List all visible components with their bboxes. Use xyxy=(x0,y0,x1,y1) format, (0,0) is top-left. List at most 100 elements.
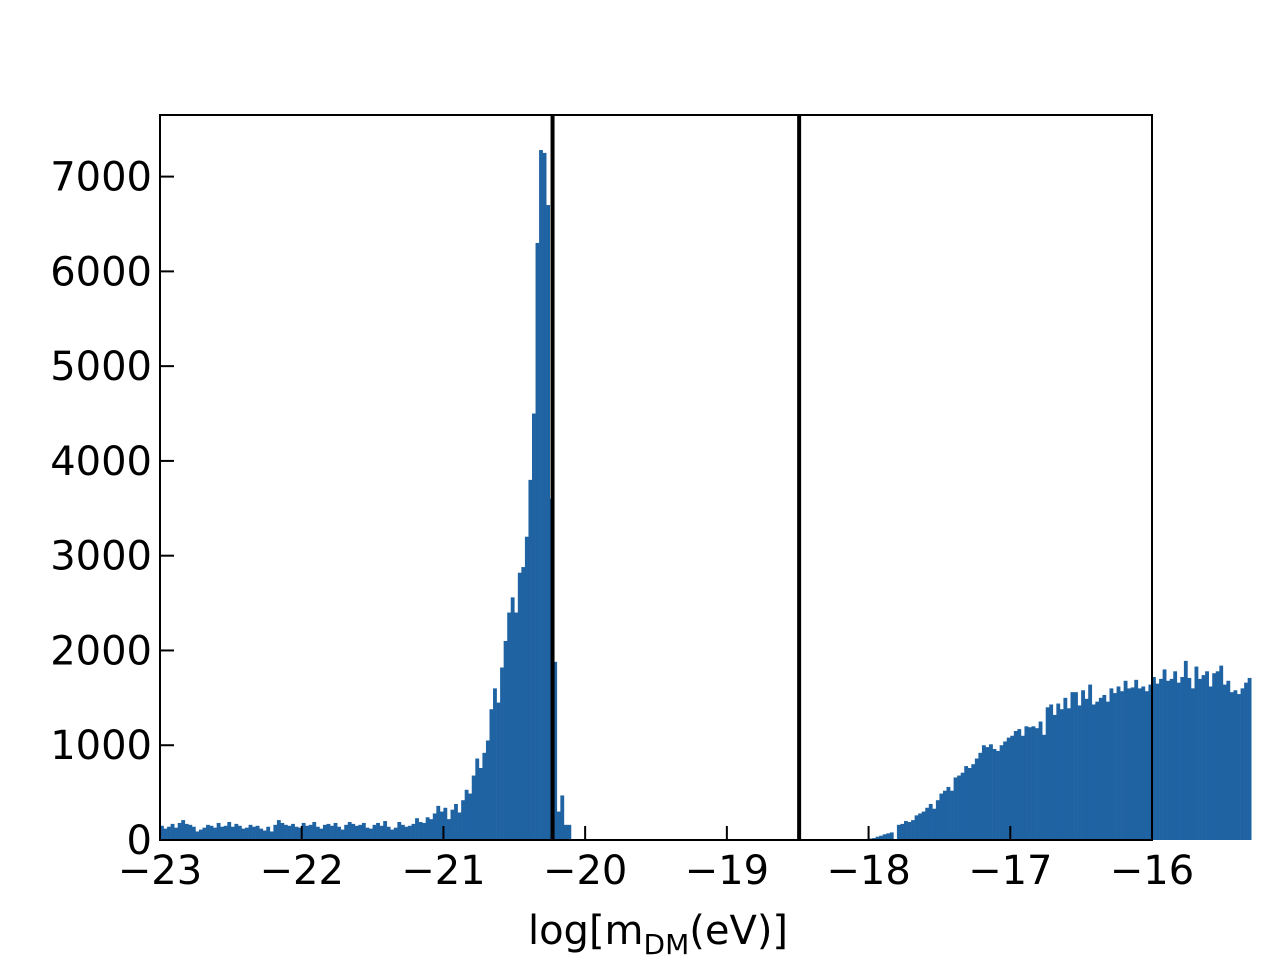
x-tick-label: −22 xyxy=(260,848,344,894)
histogram-bar xyxy=(500,667,504,840)
histogram-bar xyxy=(974,758,979,840)
histogram-bar xyxy=(889,832,894,840)
histogram-bar xyxy=(269,831,274,840)
histogram-bar xyxy=(400,824,405,840)
histogram-bar xyxy=(1212,673,1217,840)
histogram-bar xyxy=(1070,692,1075,840)
histogram-bar xyxy=(542,152,547,840)
histogram-bar xyxy=(932,808,937,840)
histogram-bar xyxy=(1081,690,1085,840)
histogram-bar xyxy=(429,819,434,840)
histogram-bar xyxy=(284,824,288,840)
histogram-bar xyxy=(911,820,915,840)
y-tick-label: 0 xyxy=(127,818,152,864)
histogram-bar xyxy=(167,826,171,840)
histogram-bar xyxy=(989,744,993,840)
histogram-bar xyxy=(443,807,448,840)
histogram-bar xyxy=(379,825,384,840)
histogram-bar xyxy=(946,786,951,840)
histogram-bar xyxy=(1109,688,1114,840)
histogram-bar xyxy=(177,822,182,840)
histogram-bar xyxy=(1066,708,1071,840)
histogram-bar xyxy=(234,823,239,840)
histogram-bar xyxy=(1052,714,1057,840)
histogram-bar xyxy=(188,824,193,840)
histogram-bar xyxy=(1038,721,1043,840)
histogram-bar xyxy=(450,809,455,840)
histogram-bar xyxy=(1180,676,1185,840)
histogram-bar xyxy=(1134,679,1139,840)
histogram-bar xyxy=(539,150,543,840)
histogram-bar xyxy=(1056,703,1061,840)
histogram-bar xyxy=(446,819,451,840)
histogram-bar xyxy=(1137,688,1142,840)
histogram-bar xyxy=(408,825,412,840)
histogram-bar xyxy=(191,826,196,840)
histogram-bar xyxy=(485,740,490,840)
histogram-bar xyxy=(1187,677,1192,840)
histogram-bar xyxy=(471,775,476,840)
histogram-bar xyxy=(1162,669,1167,840)
histogram-bar xyxy=(372,824,377,840)
histogram-bar xyxy=(960,772,965,840)
histogram-bar xyxy=(315,826,320,840)
x-axis-ticks: −23 −22 −21 −20 −19 −18 −17 −16 xyxy=(118,826,1194,894)
histogram-bar xyxy=(896,824,901,840)
histogram-bar xyxy=(422,822,427,840)
histogram-bar xyxy=(195,831,200,840)
histogram-bar xyxy=(464,789,469,840)
histogram-bar xyxy=(1017,729,1022,840)
histogram-bar xyxy=(567,824,572,840)
histogram-bar xyxy=(1095,701,1100,840)
histogram-bar xyxy=(386,826,391,840)
histogram-bar xyxy=(1010,735,1015,840)
histogram-bar xyxy=(1152,676,1156,840)
histogram-bar xyxy=(319,828,324,840)
histogram-bar xyxy=(280,822,285,840)
histogram-bar xyxy=(503,640,508,840)
histogram-bar xyxy=(1244,682,1248,840)
histogram-bar xyxy=(273,824,278,840)
histogram-bar xyxy=(1141,686,1146,840)
histogram-bar xyxy=(879,835,884,840)
y-tick-label: 6000 xyxy=(50,249,152,295)
histogram-bar xyxy=(361,822,366,840)
histogram-bar xyxy=(1084,698,1089,840)
histogram-bar xyxy=(358,824,363,840)
histogram-bar xyxy=(489,709,494,840)
histogram-bar xyxy=(1173,671,1178,840)
histogram-bar xyxy=(163,828,168,840)
histogram-bar xyxy=(482,752,487,840)
histogram-bar xyxy=(1144,691,1149,840)
histogram-bar xyxy=(298,827,303,840)
histogram-bar xyxy=(365,827,370,840)
histogram-bar xyxy=(996,750,1000,840)
y-tick-label: 5000 xyxy=(50,344,152,390)
histogram-bar xyxy=(1176,682,1181,840)
histogram-bar xyxy=(1028,727,1032,840)
histogram-bar xyxy=(255,825,260,840)
histogram-bar xyxy=(344,824,349,840)
x-tick-label: −23 xyxy=(118,848,202,894)
histogram-bar xyxy=(528,479,533,840)
histogram-bar xyxy=(457,812,462,840)
histogram-bar xyxy=(209,825,214,840)
histogram-bar xyxy=(1148,684,1153,840)
histogram-bar xyxy=(276,820,281,840)
histogram-bar xyxy=(475,758,480,840)
histogram-bar xyxy=(1229,692,1234,840)
histogram-bar xyxy=(1127,688,1132,840)
x-tick-label: −16 xyxy=(1110,848,1194,894)
histogram-bar xyxy=(1102,695,1107,840)
x-tick-label: −19 xyxy=(685,848,769,894)
histogram-bar xyxy=(493,688,497,840)
histogram-bar xyxy=(507,612,512,840)
histogram-bar xyxy=(1240,688,1245,840)
histogram-bar xyxy=(1123,680,1128,840)
histogram-bar xyxy=(305,825,310,840)
histogram-bar xyxy=(563,824,568,840)
histogram-bar xyxy=(1247,677,1252,840)
histogram-bar xyxy=(291,823,295,840)
histogram-bar xyxy=(921,811,926,840)
x-axis-label: log[mDM(eV)] xyxy=(528,908,788,960)
